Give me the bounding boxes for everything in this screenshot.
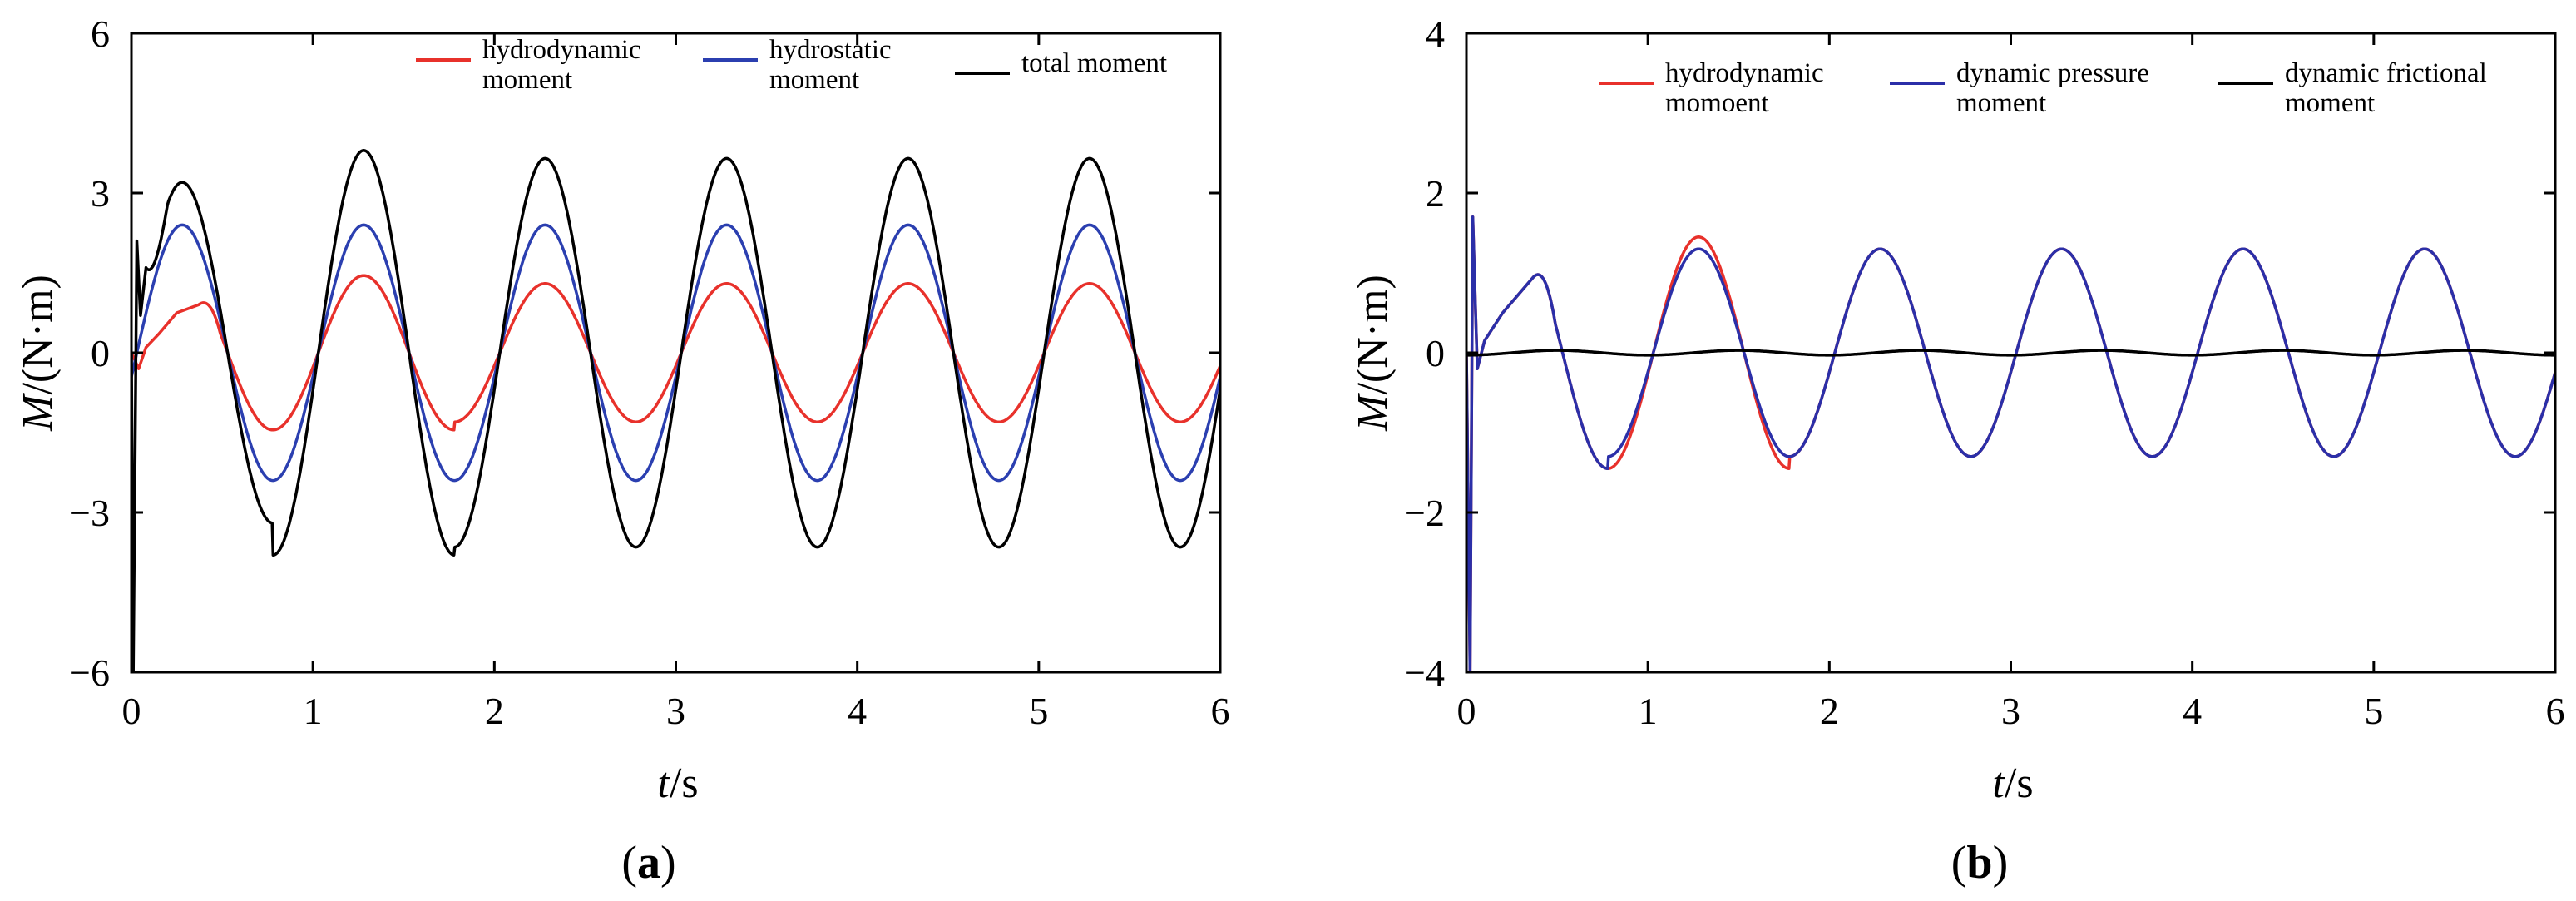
legend-label: hydrostatic (769, 35, 892, 65)
x-tick-label: 6 (1211, 690, 1230, 732)
y-tick-label: 2 (1426, 172, 1445, 215)
panel-label: (b) (1951, 837, 2008, 889)
series-line-dynamic-frictional-moment (1466, 349, 2555, 357)
y-axis-title: M/(N·m) (14, 275, 62, 432)
y-axis-title: M/(N·m) (1349, 275, 1397, 432)
legend-label: total moment (1021, 48, 1167, 78)
x-tick-label: 2 (1820, 690, 1839, 732)
x-tick-label: 1 (304, 690, 323, 732)
legend-label: moment (1956, 88, 2046, 118)
x-tick-label: 1 (1639, 690, 1658, 732)
y-tick-label: −3 (69, 492, 110, 534)
x-axis-title: t/s (657, 760, 698, 807)
x-axis-title: t/s (1992, 760, 2033, 807)
x-tick-label: 3 (666, 690, 685, 732)
legend-label: moment (769, 65, 859, 95)
series-group (131, 149, 1220, 672)
x-tick-label: 0 (1457, 690, 1476, 732)
series-line-hydrodynamic-moment (131, 274, 1220, 432)
y-tick-label: 6 (91, 12, 110, 55)
plot-frame (1465, 32, 2557, 674)
y-tick-label: 3 (91, 172, 110, 215)
series-line-dynamic-pressure-moment (1466, 215, 2555, 672)
plot-frame (130, 32, 1222, 674)
y-tick-label: −2 (1404, 492, 1445, 534)
legend-label: moment (482, 65, 572, 95)
legend-label: dynamic frictional (2285, 58, 2487, 88)
chart-panel-a: 0 1 2 3 4 5 6−6−3036t/sM/(N·m)hydrodynamicmome… (14, 12, 1230, 889)
legend-label: momoent (1665, 88, 1769, 118)
y-tick-label: 0 (1426, 332, 1445, 374)
series-group (1466, 215, 2555, 672)
series-line-hydrodynamic-momoent (1466, 215, 2555, 672)
legend-label: hydrodynamic (482, 35, 641, 65)
x-tick-label: 4 (848, 690, 867, 732)
panel-label: (a) (621, 837, 675, 889)
y-tick-label: −4 (1404, 651, 1445, 694)
series-line-total-moment (131, 149, 1220, 672)
x-tick-label: 0 (122, 690, 141, 732)
x-tick-label: 6 (2546, 690, 2565, 732)
y-tick-label: 0 (91, 332, 110, 374)
chart-panel-b: 0 1 2 3 4 5 6 −4 −2 0 2 4 t/s M/(N·m) hydrodynamicmomo… (1349, 12, 2565, 889)
legend-label: dynamic pressure (1956, 58, 2149, 88)
legend-label: hydrodynamic (1665, 58, 1824, 88)
x-tick-label: 5 (2364, 690, 2383, 732)
legend-label: moment (2285, 88, 2375, 118)
x-tick-label: 3 (2001, 690, 2020, 732)
x-tick-label: 2 (485, 690, 504, 732)
x-tick-label: 4 (2183, 690, 2202, 732)
y-tick-label: −6 (69, 651, 110, 694)
x-tick-label: 5 (1029, 690, 1048, 732)
series-line-hydrostatic-moment (131, 223, 1220, 483)
y-tick-label: 4 (1426, 12, 1445, 55)
